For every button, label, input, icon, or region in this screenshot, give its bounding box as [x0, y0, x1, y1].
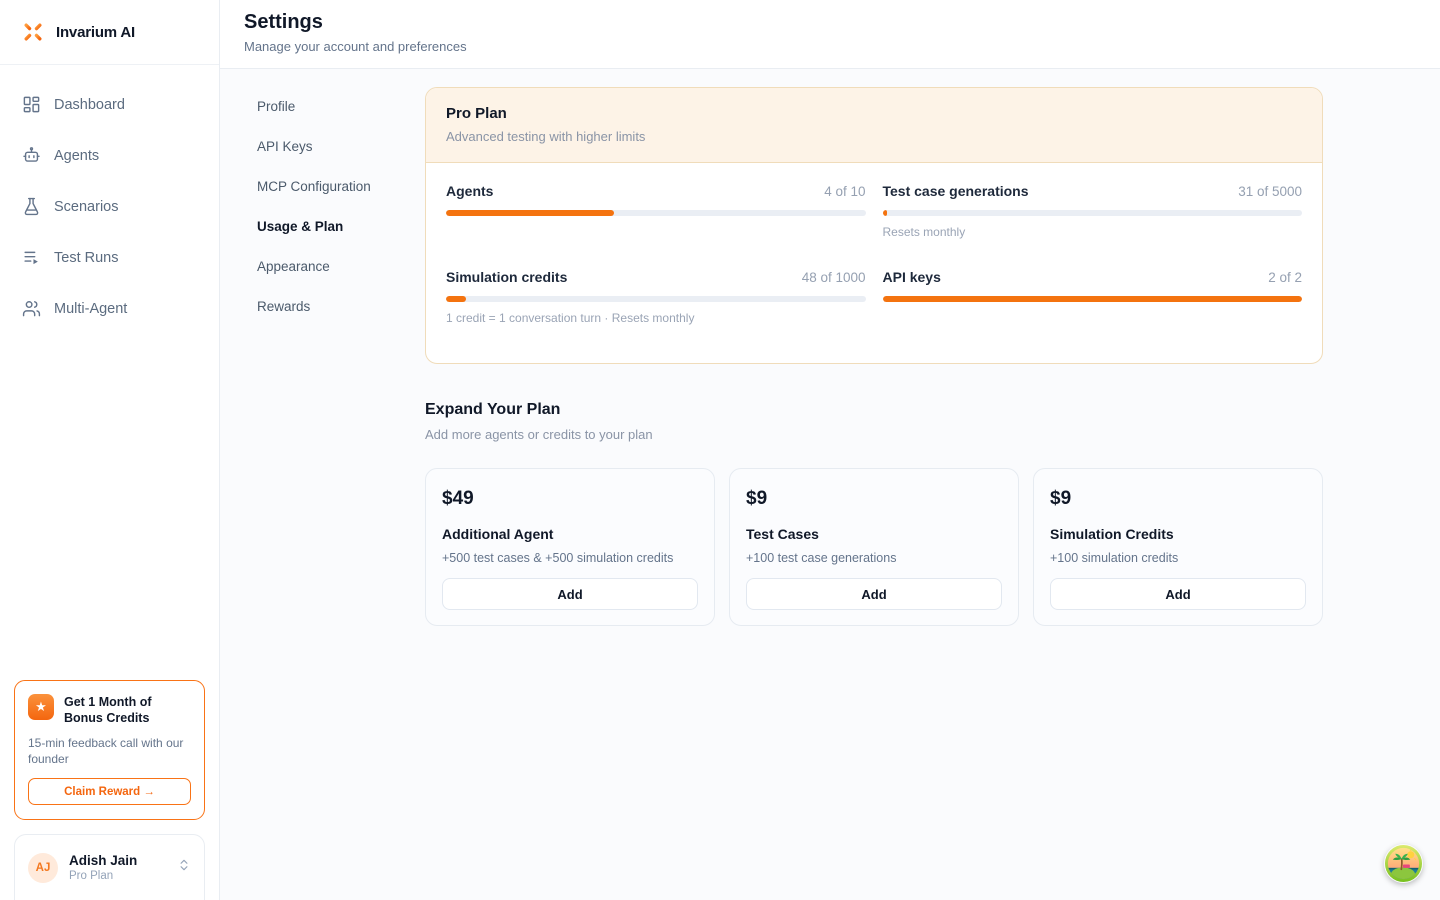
user-meta: Adish Jain Pro Plan	[69, 853, 166, 882]
progress-bar	[882, 296, 1302, 302]
settings-tab-profile[interactable]: Profile	[257, 99, 296, 114]
invarium-logo-icon	[22, 21, 44, 43]
sidebar-item-test-runs[interactable]: Test Runs	[12, 238, 207, 277]
usage-value: 48 of 1000	[801, 270, 866, 285]
offer-additional-agent: $49 Additional Agent +500 test cases & +…	[425, 468, 715, 626]
usage-agents: Agents 4 of 10	[446, 183, 866, 239]
add-test-cases-button[interactable]: Add	[746, 578, 1002, 610]
settings-tab-usage-plan[interactable]: Usage & Plan	[257, 219, 344, 234]
settings-tab-mcp-configuration[interactable]: MCP Configuration	[257, 179, 371, 194]
add-simulation-credits-button[interactable]: Add	[1050, 578, 1306, 610]
tropical-island-icon	[1384, 844, 1423, 883]
users-icon	[22, 301, 41, 317]
usage-value: 4 of 10	[824, 184, 866, 199]
island-widget-button[interactable]	[1384, 844, 1423, 883]
sidebar-header: Invarium AI	[0, 0, 219, 65]
settings-tab-rewards[interactable]: Rewards	[257, 299, 311, 314]
sidebar-item-label: Multi-Agent	[54, 300, 128, 317]
user-name: Adish Jain	[69, 853, 138, 868]
plan-title: Pro Plan	[446, 105, 507, 122]
usage-label: Simulation credits	[446, 269, 568, 285]
offer-description: +100 test case generations	[746, 551, 897, 565]
sidebar-nav: Dashboard Agents Scenarios	[0, 65, 219, 340]
flask-icon	[24, 197, 39, 216]
usage-test-case-generations: Test case generations 31 of 5000 Resets …	[882, 183, 1302, 239]
offer-simulation-credits: $9 Simulation Credits +100 simulation cr…	[1033, 468, 1323, 626]
claim-reward-button[interactable]: Claim Reward →	[28, 778, 191, 805]
plan-header: Pro Plan Advanced testing with higher li…	[426, 88, 1322, 163]
offer-name: Simulation Credits	[1050, 526, 1174, 542]
page-header: Settings Manage your account and prefere…	[220, 0, 1440, 69]
add-additional-agent-button[interactable]: Add	[442, 578, 698, 610]
expand-plan-title: Expand Your Plan	[425, 401, 561, 418]
progress-bar	[446, 296, 866, 302]
usage-label: Agents	[446, 183, 494, 199]
brand-name: Invarium AI	[56, 23, 135, 41]
usage-api-keys: API keys 2 of 2	[882, 269, 1302, 325]
addon-offers: $49 Additional Agent +500 test cases & +…	[425, 468, 1323, 626]
offer-test-cases: $9 Test Cases +100 test case generations…	[729, 468, 1019, 626]
avatar: AJ	[28, 852, 58, 883]
sidebar-item-label: Test Runs	[54, 249, 119, 266]
offer-name: Additional Agent	[442, 526, 554, 542]
robot-icon	[23, 147, 40, 162]
offer-name: Test Cases	[746, 526, 819, 542]
bonus-description: 15-min feedback call with our founder	[28, 736, 184, 766]
usage-value: 31 of 5000	[1238, 184, 1302, 199]
usage-label: Test case generations	[882, 183, 1029, 199]
bonus-title: Get 1 Month of Bonus Credits	[64, 694, 152, 726]
settings-tab-appearance[interactable]: Appearance	[257, 259, 330, 274]
settings-tab-api-keys[interactable]: API Keys	[257, 139, 313, 154]
sidebar-item-label: Dashboard	[54, 96, 125, 113]
sidebar-item-label: Agents	[54, 147, 100, 164]
offer-price: $9	[1050, 488, 1072, 509]
user-plan-label: Pro Plan	[69, 870, 114, 882]
progress-bar	[882, 210, 1302, 216]
offer-description: +100 simulation credits	[1050, 551, 1179, 565]
progress-bar	[446, 210, 866, 216]
user-menu[interactable]: AJ Adish Jain Pro Plan	[14, 834, 205, 900]
sidebar: Invarium AI Dashboard Agents	[0, 0, 220, 900]
sidebar-item-multi-agent[interactable]: Multi-Agent	[12, 289, 207, 328]
settings-nav: Profile API Keys MCP Configuration Usage…	[220, 69, 425, 900]
sidebar-item-dashboard[interactable]: Dashboard	[12, 85, 207, 124]
plan-description: Advanced testing with higher limits	[446, 129, 646, 144]
bonus-credits-card: ★ Get 1 Month of Bonus Credits 15-min fe…	[14, 679, 205, 820]
sidebar-spacer	[0, 340, 219, 680]
star-icon: ★	[28, 693, 54, 720]
offer-price: $49	[442, 488, 474, 509]
list-play-icon	[24, 251, 38, 265]
plan-usage-card: Pro Plan Advanced testing with higher li…	[425, 87, 1323, 364]
usage-value: 2 of 2	[1268, 270, 1302, 285]
settings-content: Pro Plan Advanced testing with higher li…	[425, 69, 1440, 900]
sidebar-item-scenarios[interactable]: Scenarios	[12, 187, 207, 226]
dashboard-icon	[23, 96, 40, 113]
usage-grid: Agents 4 of 10 Test case generations 31 …	[426, 163, 1322, 363]
usage-note: 1 credit = 1 conversation turn · Resets …	[446, 311, 695, 325]
sidebar-item-agents[interactable]: Agents	[12, 136, 207, 175]
offer-description: +500 test cases & +500 simulation credit…	[442, 551, 674, 565]
main-area: Settings Manage your account and prefere…	[220, 0, 1440, 900]
page-title: Settings	[244, 11, 323, 33]
usage-label: API keys	[882, 269, 941, 285]
chevrons-up-down-icon[interactable]	[177, 858, 191, 877]
offer-price: $9	[746, 488, 768, 509]
expand-plan-subtitle: Add more agents or credits to your plan	[425, 427, 653, 442]
page-subtitle: Manage your account and preferences	[244, 39, 467, 54]
sidebar-item-label: Scenarios	[54, 198, 119, 215]
usage-simulation-credits: Simulation credits 48 of 1000 1 credit =…	[446, 269, 866, 325]
usage-note: Resets monthly	[882, 225, 966, 239]
